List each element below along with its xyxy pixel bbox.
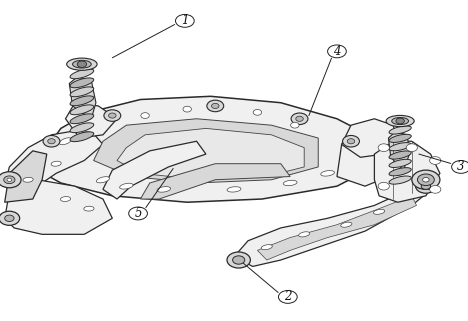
Text: 5: 5 [134, 207, 142, 220]
Circle shape [347, 139, 355, 144]
Ellipse shape [373, 209, 385, 214]
Circle shape [417, 174, 434, 186]
Ellipse shape [78, 132, 91, 138]
Circle shape [277, 289, 299, 305]
Circle shape [421, 183, 431, 189]
Ellipse shape [227, 187, 241, 192]
Ellipse shape [261, 245, 272, 250]
Circle shape [430, 186, 441, 193]
Polygon shape [388, 132, 410, 170]
Polygon shape [5, 180, 112, 234]
Ellipse shape [389, 143, 411, 151]
Circle shape [452, 160, 468, 173]
Circle shape [48, 139, 55, 144]
Polygon shape [342, 119, 398, 157]
Circle shape [378, 182, 389, 190]
Ellipse shape [70, 87, 94, 97]
Circle shape [328, 45, 346, 58]
Ellipse shape [70, 78, 94, 88]
Circle shape [343, 135, 359, 147]
Ellipse shape [51, 161, 61, 166]
Circle shape [207, 100, 224, 112]
Circle shape [109, 113, 116, 118]
Text: 3: 3 [457, 160, 465, 173]
Ellipse shape [321, 170, 335, 176]
Circle shape [406, 144, 417, 152]
Polygon shape [257, 196, 417, 260]
Ellipse shape [70, 96, 94, 106]
Ellipse shape [70, 132, 94, 142]
Circle shape [127, 206, 149, 221]
Circle shape [291, 113, 308, 125]
Ellipse shape [70, 105, 94, 115]
Circle shape [77, 61, 87, 67]
Ellipse shape [283, 180, 297, 186]
Polygon shape [374, 141, 440, 202]
Polygon shape [69, 77, 96, 119]
Ellipse shape [84, 206, 94, 211]
Circle shape [129, 207, 147, 220]
Circle shape [450, 159, 468, 175]
Circle shape [423, 178, 429, 182]
Ellipse shape [96, 177, 110, 183]
Polygon shape [66, 103, 117, 138]
Ellipse shape [67, 58, 97, 70]
Circle shape [174, 13, 196, 29]
Circle shape [430, 157, 441, 164]
Ellipse shape [389, 159, 411, 168]
Circle shape [291, 122, 299, 128]
Polygon shape [103, 141, 206, 199]
Ellipse shape [389, 176, 411, 184]
Ellipse shape [299, 232, 310, 237]
Ellipse shape [157, 187, 171, 192]
Circle shape [176, 14, 194, 27]
Ellipse shape [392, 117, 409, 125]
Circle shape [212, 103, 219, 108]
Circle shape [4, 176, 15, 184]
Polygon shape [5, 128, 103, 196]
Circle shape [104, 110, 121, 121]
Circle shape [278, 291, 297, 303]
Ellipse shape [120, 183, 133, 189]
Text: 1: 1 [181, 14, 189, 27]
Circle shape [0, 211, 20, 225]
Ellipse shape [389, 168, 411, 176]
Circle shape [396, 118, 404, 124]
Circle shape [326, 44, 348, 59]
Circle shape [7, 178, 12, 181]
Circle shape [233, 256, 245, 264]
Ellipse shape [23, 177, 33, 182]
Ellipse shape [341, 222, 352, 227]
Ellipse shape [70, 114, 94, 124]
Circle shape [183, 106, 191, 112]
Circle shape [253, 109, 262, 115]
Ellipse shape [60, 196, 71, 202]
Polygon shape [234, 180, 435, 266]
Circle shape [5, 215, 14, 221]
Ellipse shape [59, 138, 72, 145]
Circle shape [141, 113, 149, 118]
Polygon shape [37, 96, 374, 202]
Ellipse shape [389, 151, 411, 159]
Polygon shape [140, 164, 290, 199]
Ellipse shape [389, 126, 411, 134]
Ellipse shape [70, 123, 94, 133]
Text: 4: 4 [333, 45, 341, 58]
Circle shape [378, 144, 389, 152]
Circle shape [296, 116, 303, 121]
Polygon shape [337, 122, 398, 186]
Polygon shape [117, 128, 304, 180]
Circle shape [416, 179, 436, 193]
Ellipse shape [386, 115, 414, 127]
Ellipse shape [73, 60, 91, 68]
Circle shape [43, 135, 60, 147]
Ellipse shape [389, 134, 411, 143]
Polygon shape [94, 119, 318, 183]
Circle shape [0, 172, 21, 188]
Circle shape [412, 170, 440, 189]
Polygon shape [5, 151, 47, 202]
Text: 2: 2 [284, 291, 292, 303]
Ellipse shape [70, 69, 94, 79]
Circle shape [227, 252, 250, 268]
